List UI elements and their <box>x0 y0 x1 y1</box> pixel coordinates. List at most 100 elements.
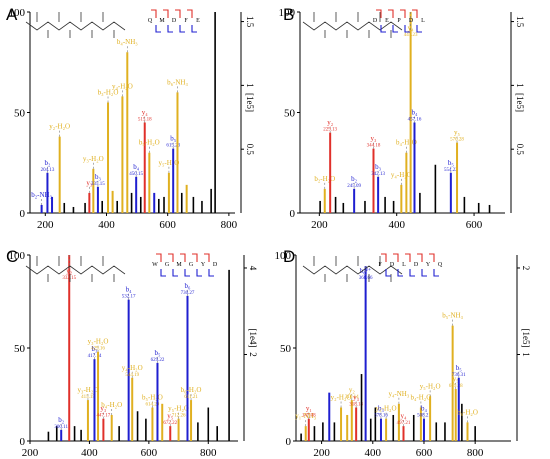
x-tick-label: 200 <box>37 219 54 231</box>
y-tick-label: 100 <box>275 250 292 262</box>
x-tick-label: 400 <box>81 447 98 459</box>
ion-mz-label: 318.18 <box>349 403 363 408</box>
ion-mz-label: 570.28 <box>450 138 464 143</box>
ion-label: y₃-H₂O <box>83 155 104 163</box>
ion-mz-label: 344.18 <box>367 144 381 149</box>
right-tick-label: 1 <box>245 83 255 88</box>
ion-mz-label: 245.09 <box>347 184 361 189</box>
y-fragment-bracket <box>187 9 193 18</box>
ion-label: b₃ <box>92 345 99 353</box>
intensity-scale-label: [1e4] <box>248 329 258 348</box>
right-tick-label: 0.5 <box>245 144 255 156</box>
x-tick-label: 800 <box>200 447 217 459</box>
ion-label: b₄-H₂O <box>396 139 417 147</box>
ion-label: b₆²⁺ <box>360 267 372 275</box>
x-tick-label: 600 <box>141 447 158 459</box>
y-fragment-bracket <box>393 253 399 262</box>
b-fragment-bracket <box>160 269 166 277</box>
ion-label: b₄ <box>421 405 428 413</box>
ion-label: b₆-H₂O <box>457 408 478 416</box>
x-tick-label: 800 <box>467 447 484 459</box>
y-fragment-bracket <box>175 9 181 18</box>
ion-label: b₂-H₂O <box>314 175 335 183</box>
ion-label: y₅ <box>167 412 174 420</box>
intensity-scale-label: [1e5] <box>515 93 525 112</box>
b-fragment-bracket <box>433 269 439 277</box>
y-fragment-bracket <box>180 253 186 262</box>
y-fragment-bracket <box>376 9 382 18</box>
sequence-residue: M <box>176 262 182 268</box>
y-tick-label: 100 <box>9 7 26 19</box>
ion-label: b₅ <box>448 159 455 167</box>
ion-mz-label: 429.16 <box>91 347 105 352</box>
peptide-structure-icon <box>25 12 126 38</box>
ion-mz-label: 332.15 <box>62 276 76 281</box>
sequence-residue: E <box>385 18 389 24</box>
y-fragment-bracket <box>192 253 198 262</box>
sequence-residue: D <box>409 18 414 24</box>
y-fragment-bracket <box>204 253 210 262</box>
x-tick-label: 600 <box>466 219 483 231</box>
ion-mz-label: 335.15 <box>91 182 105 187</box>
y-fragment-bracket <box>151 9 157 18</box>
ion-mz-label: 342.13 <box>371 172 385 177</box>
sequence-residue: L <box>402 262 406 268</box>
ion-label: y₁-NH₃ <box>295 412 316 420</box>
ion-label: b₅ <box>154 349 161 357</box>
sequence-residue: P <box>397 18 401 24</box>
b-fragment-bracket <box>184 269 190 277</box>
b-fragment-bracket <box>155 25 161 33</box>
ion-mz-label: 229.13 <box>323 128 337 133</box>
ion-mz-label: 614.20 <box>146 403 160 408</box>
x-tick-label: 400 <box>98 219 115 231</box>
sequence-residue: F <box>378 262 382 268</box>
b-fragment-bracket <box>380 25 386 33</box>
right-tick-label: 4 <box>248 266 258 271</box>
sequence-residue: Y <box>201 262 206 268</box>
b-fragment-bracket <box>385 269 391 277</box>
y-fragment-bracket <box>163 9 169 18</box>
sequence-residue: E <box>196 18 200 24</box>
b-fragment-bracket <box>421 269 427 277</box>
y-fragment-bracket <box>405 253 411 262</box>
ion-mz-label: 629.22 <box>151 358 165 363</box>
ion-label: y₃ <box>100 405 107 413</box>
sequence-residue: Q <box>438 262 443 268</box>
sequence-residue: F <box>184 18 188 24</box>
b-fragment-bracket <box>392 25 398 33</box>
ion-label: y₃ <box>353 394 360 402</box>
sequence-residue: G <box>165 262 170 268</box>
ion-mz-label: 300.11 <box>54 425 68 430</box>
ion-mz-label: 532.17 <box>122 295 136 300</box>
ion-mz-label: 415.15 <box>81 395 95 400</box>
ion-label: b₆ <box>185 282 192 290</box>
ion-mz-label: 450.15 <box>129 172 143 177</box>
ion-label: y₄-H₂O <box>391 171 412 179</box>
sequence-residue: D <box>390 262 395 268</box>
ion-label: b₅-H₂O <box>139 139 160 147</box>
ion-mz-label: 447.17 <box>97 414 111 419</box>
b-fragment-bracket <box>409 269 415 277</box>
ion-label: b₂-NH₃ <box>31 191 52 199</box>
y-tick-label: 50 <box>14 108 26 120</box>
b-fragment-bracket <box>208 269 214 277</box>
ion-label: b₃ <box>378 405 385 413</box>
ion-mz-label: 515.18 <box>138 118 152 123</box>
y-tick-label: 100 <box>279 7 296 19</box>
ion-mz-label: 508.21 <box>417 414 431 419</box>
ion-mz-label: 457.16 <box>408 118 422 123</box>
y-tick-label: 50 <box>280 343 292 355</box>
sequence-residue: Q <box>148 18 153 24</box>
x-tick-label: 200 <box>22 447 39 459</box>
peptide-structure-icon <box>302 12 403 38</box>
ion-label: y₄-H₂O <box>122 364 143 372</box>
ion-label: b₄ <box>412 109 419 117</box>
right-tick-label: 1.5 <box>515 16 525 28</box>
panel-b: B 200 400 600 0 50 100 0.5 1 1.5 [1e5] b₂-H₂O y₂229.… <box>279 5 526 231</box>
ion-label: b₂ <box>58 416 65 424</box>
